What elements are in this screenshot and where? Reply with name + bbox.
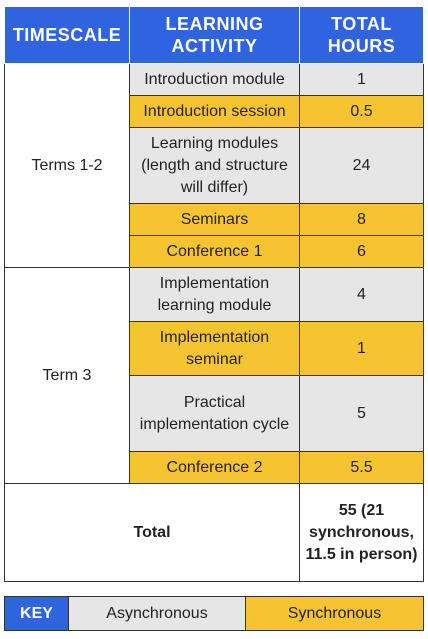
activity-cell: Seminars (129, 203, 300, 236)
key-label: KEY (4, 596, 69, 631)
key-synchronous: Synchronous (245, 596, 424, 631)
hours-cell: 0.5 (299, 95, 424, 128)
timescale-term-3: Term 3 (4, 267, 130, 484)
activity-cell: Practical implementation cycle (129, 375, 300, 452)
timescale-terms-1-2: Terms 1-2 (4, 63, 130, 268)
total-label: Total (4, 483, 300, 582)
hours-cell: 4 (299, 267, 424, 322)
activity-cell: Learning modules (length and structure w… (129, 127, 300, 204)
activity-cell: Introduction session (129, 95, 300, 128)
hours-cell: 1 (299, 63, 424, 96)
header-total-hours: TOTAL HOURS (299, 6, 424, 64)
hours-cell: 5 (299, 375, 424, 452)
header-timescale: TIMESCALE (4, 6, 130, 64)
hours-cell: 5.5 (299, 451, 424, 484)
hours-cell: 6 (299, 235, 424, 268)
hours-cell: 8 (299, 203, 424, 236)
activity-cell: Conference 1 (129, 235, 300, 268)
activity-cell: Conference 2 (129, 451, 300, 484)
header-learning-activity: LEARNING ACTIVITY (129, 6, 300, 64)
activity-cell: Introduction module (129, 63, 300, 96)
hours-cell: 1 (299, 321, 424, 376)
activity-cell: Implementation learning module (129, 267, 300, 322)
activity-cell: Implementation seminar (129, 321, 300, 376)
learning-schedule-table: TIMESCALE LEARNING ACTIVITY TOTAL HOURS … (4, 6, 424, 582)
total-value: 55 (21 synchronous, 11.5 in person) (299, 483, 424, 582)
key-asynchronous: Asynchronous (68, 596, 246, 631)
hours-cell: 24 (299, 127, 424, 204)
color-key: KEY Asynchronous Synchronous (4, 596, 424, 631)
